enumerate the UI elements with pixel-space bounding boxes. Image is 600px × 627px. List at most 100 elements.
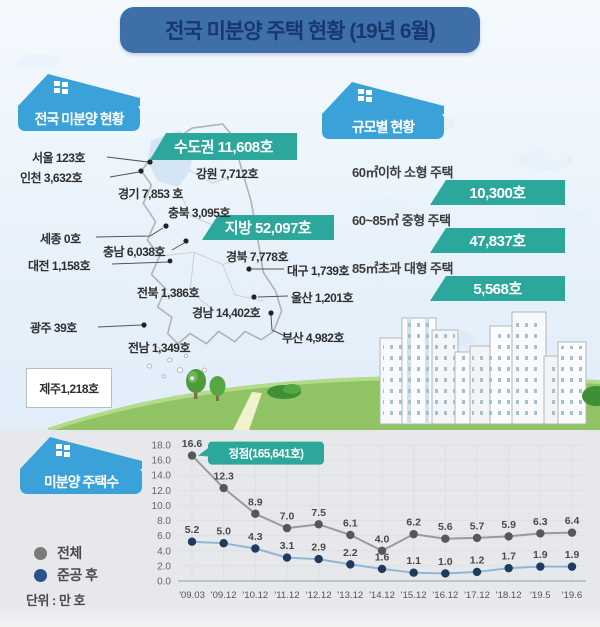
svg-text:8.0: 8.0 [157,516,171,527]
legend-completed-label: 준공 후 [57,567,98,583]
house-window-icon [358,89,372,102]
svg-text:1.9: 1.9 [533,549,548,561]
svg-text:0.0: 0.0 [157,577,171,588]
map-label-busan: 부산 4,982호 [282,331,344,345]
unit-label: 단위 : 만 호 [26,593,86,608]
islands [146,346,207,381]
map-label-seoul: 서울 123호 [32,151,85,165]
chart-section-heading: 미분양 주택수 [16,435,146,497]
svg-text:6.0: 6.0 [157,531,171,542]
size-item-small-label: 60㎡이하 소형 주택 [352,165,453,180]
svg-text:10.0: 10.0 [152,501,172,512]
size-item-small-value: 10,300호 [430,180,565,205]
house-roof-icon [322,82,444,120]
svg-text:정점(165,641호): 정점(165,641호) [229,447,305,461]
map-label-chungnam: 충남 6,038호 [103,245,165,259]
svg-text:'14.12: '14.12 [369,590,395,601]
map-label-sejong: 세종 0호 [40,232,81,246]
svg-text:'15.12: '15.12 [401,590,427,601]
svg-text:'10.12: '10.12 [242,590,268,601]
page-title-text: 전국 미분양 주택 현황 (19년 6월) [165,20,436,43]
svg-text:'17.12: '17.12 [464,590,490,601]
svg-text:'12.12: '12.12 [306,590,332,601]
size-section-heading-text: 규모별 현황 [351,119,415,135]
map-label-gwangju: 광주 39호 [30,321,77,335]
chart-section: 미분양 주택수 전체 준공 후 단위 : 만 호 0.0 2.0 4.0 6.0 8.0… [0,430,600,627]
svg-text:5.0: 5.0 [216,526,231,538]
map-section-heading-text: 전국 미분양 현황 [34,111,125,127]
size-item-medium-label: 60~85㎡ 중형 주택 [352,213,451,228]
house-roof-icon [20,437,142,475]
map-label-ulsan: 울산 1,201호 [291,291,353,305]
svg-text:5.9: 5.9 [501,519,516,531]
svg-text:6.3: 6.3 [533,516,548,528]
svg-text:'16.12: '16.12 [432,590,458,601]
svg-text:2.9: 2.9 [311,542,326,554]
svg-text:6.2: 6.2 [406,517,421,529]
svg-text:1.9: 1.9 [565,549,580,561]
map-outline [140,123,283,345]
svg-text:'13.12: '13.12 [337,590,363,601]
map-label-jeonbuk: 전북 1,386호 [137,286,199,300]
total-series-dot-icon [34,546,47,560]
svg-text:7.5: 7.5 [311,507,326,519]
svg-text:1.2: 1.2 [470,554,485,566]
svg-text:'09.03: '09.03 [179,590,205,601]
svg-text:3.1: 3.1 [280,540,295,552]
size-item-large-label: 85㎡초과 대형 주택 [352,261,453,276]
map-label-gyeongbuk: 경북 7,778호 [226,250,288,264]
chart-section-heading-text: 미분양 주택수 [43,474,119,490]
svg-text:5.2: 5.2 [185,524,200,536]
building-windows [383,316,584,420]
svg-text:16.0: 16.0 [152,456,172,467]
sky-section: 전국 미분양 주택 현황 (19년 6월) 전국 미분양 현황 수도권 11,6… [0,0,600,432]
map-label-gangwon: 강원 7,712호 [196,167,258,181]
svg-text:2.0: 2.0 [157,561,171,572]
svg-text:1.0: 1.0 [438,556,453,568]
page-title: 전국 미분양 주택 현황 (19년 6월) [120,7,480,53]
map-label-chungbuk: 충북 3,095호 [168,206,230,220]
svg-text:'19.6: '19.6 [562,590,583,601]
map-label-jeju: 제주1,218호 [39,381,99,396]
svg-text:'11.12: '11.12 [274,590,299,601]
size-section-heading: 규모별 현황 [318,80,448,142]
svg-text:18.0: 18.0 [152,441,172,452]
svg-text:8.9: 8.9 [248,496,263,508]
house-window-icon [54,81,68,94]
legend-item-completed: 준공 후 [34,565,98,585]
size-item-large-value: 5,568호 [430,276,565,301]
map-section-heading: 전국 미분양 현황 [14,72,144,134]
completed-series-dot-icon [34,568,47,582]
province-total-banner: 지방 52,097호 [202,215,334,240]
map-label-daegu: 대구 1,739호 [287,264,349,278]
svg-text:1.6: 1.6 [375,551,390,563]
legend-item-total: 전체 [34,543,82,563]
svg-text:1.7: 1.7 [501,551,516,563]
house-window-icon [56,444,70,457]
svg-text:7.0: 7.0 [280,511,295,523]
house-roof-icon [18,74,140,112]
buildings-illustration [379,311,587,425]
svg-text:16.6: 16.6 [182,438,203,450]
svg-text:14.0: 14.0 [152,471,172,482]
line-chart: 0.0 2.0 4.0 6.0 8.0 10.0 12.0 14.0 16.0 18.0 '09.0… [138,433,594,613]
svg-text:12.0: 12.0 [152,486,172,497]
svg-text:4.0: 4.0 [157,546,171,557]
svg-text:'09.12: '09.12 [211,590,237,601]
svg-text:'18.12: '18.12 [496,590,522,601]
svg-text:6.4: 6.4 [565,515,580,527]
size-item-medium-value: 47,837호 [430,228,565,253]
metro-total-banner: 수도권 11,608호 [150,133,297,160]
legend-total-label: 전체 [57,545,82,561]
svg-text:5.6: 5.6 [438,521,453,533]
map-label-incheon: 인천 3,632호 [20,171,82,185]
svg-text:'19.5: '19.5 [530,590,551,601]
svg-text:4.0: 4.0 [375,533,390,545]
map-label-jeonnam: 전남 1,349호 [128,341,190,355]
svg-text:4.3: 4.3 [248,531,263,543]
svg-text:6.1: 6.1 [343,517,358,529]
map-label-gyeonggi: 경기 7,853 호 [118,187,183,201]
map-label-daejeon: 대전 1,158호 [28,259,90,273]
svg-text:5.7: 5.7 [470,520,485,532]
